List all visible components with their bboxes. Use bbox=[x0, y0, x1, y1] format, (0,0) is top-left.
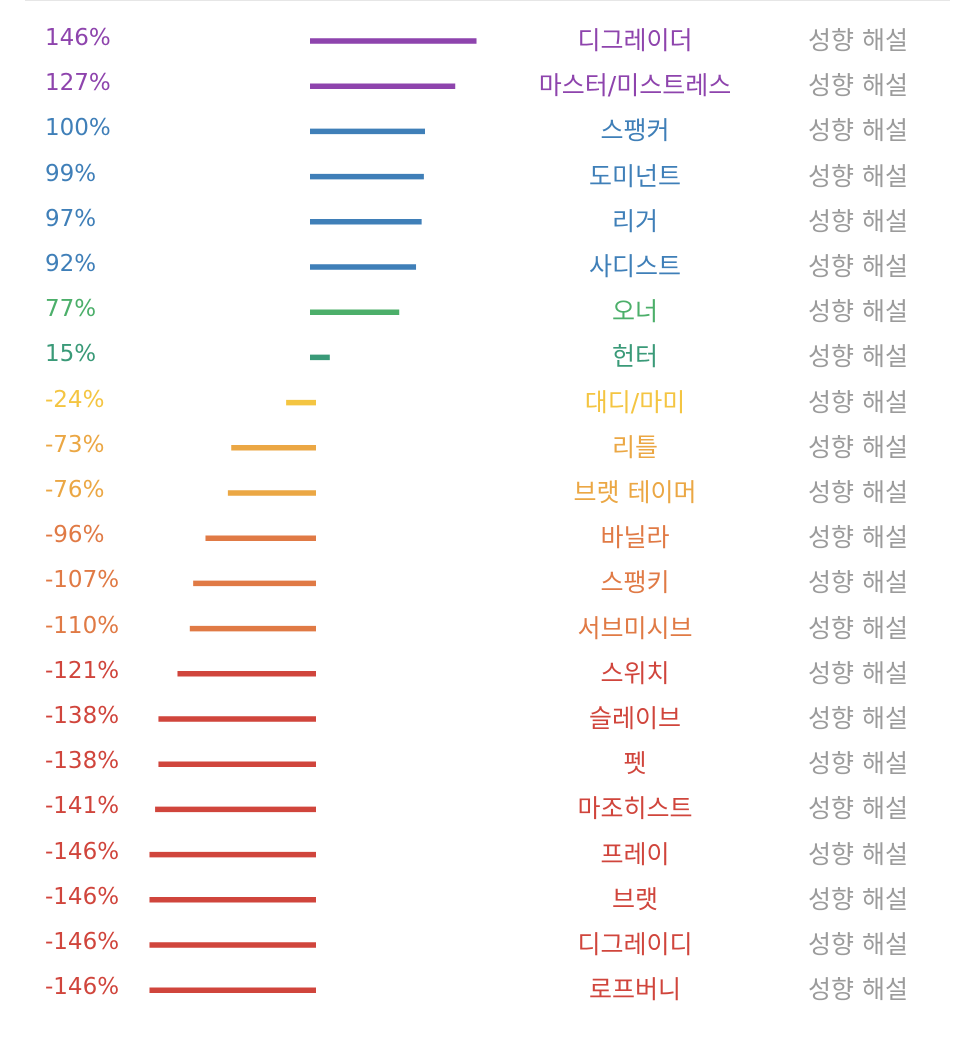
chart-row: -146% 디그레이디 성향 해설 bbox=[0, 927, 974, 972]
tendency-explanation-link[interactable]: 성향 해설 bbox=[808, 930, 908, 959]
tendency-explanation-link[interactable]: 성향 해설 bbox=[808, 839, 908, 869]
value-label: -146% bbox=[45, 929, 120, 955]
chart-row: 99% 도미넌트 성향 해설 bbox=[0, 159, 974, 204]
category-label: 바닐라 bbox=[600, 523, 670, 553]
value-label: -146% bbox=[45, 883, 120, 910]
tendency-explanation-link[interactable]: 성향 해설 bbox=[808, 613, 908, 643]
tendency-explanation-link[interactable]: 성향 해설 bbox=[808, 71, 908, 101]
category-label: 헌터 bbox=[611, 342, 658, 372]
tendency-explanation-link[interactable]: 성향 해설 bbox=[808, 297, 908, 327]
chart-row: 77% 오너 성향 해설 bbox=[0, 294, 974, 339]
value-label: 100% bbox=[45, 115, 111, 142]
category-label: 스팽키 bbox=[600, 568, 670, 598]
chart-row: -146% 프레이 성향 해설 bbox=[0, 837, 974, 882]
value-label: 77% bbox=[45, 296, 97, 323]
chart-row: -24% 대디/마미 성향 해설 bbox=[0, 385, 974, 430]
value-label: -96% bbox=[45, 522, 105, 549]
chart-row: -121% 스위치 성향 해설 bbox=[0, 656, 974, 701]
chart-row: -107% 스팽키 성향 해설 bbox=[0, 565, 974, 610]
chart-row: 97% 리거 성향 해설 bbox=[0, 204, 974, 249]
value-label: -138% bbox=[45, 748, 120, 775]
value-label: -24% bbox=[45, 386, 105, 413]
category-label: 마조히스트 bbox=[577, 794, 693, 824]
value-label: -121% bbox=[45, 657, 120, 684]
tendency-explanation-link[interactable]: 성향 해설 bbox=[808, 523, 908, 553]
category-label: 슬레이브 bbox=[588, 704, 681, 733]
chart-row: -96% 바닐라 성향 해설 bbox=[0, 520, 974, 565]
chart-row: 15% 헌터 성향 해설 bbox=[0, 339, 974, 384]
value-label: -138% bbox=[45, 703, 120, 729]
value-label: -76% bbox=[45, 477, 105, 503]
category-label: 사디스트 bbox=[588, 252, 681, 281]
value-label: -141% bbox=[45, 793, 120, 820]
value-label: 99% bbox=[45, 160, 97, 187]
category-label: 오너 bbox=[611, 297, 658, 327]
category-label: 스위치 bbox=[600, 658, 670, 688]
top-divider bbox=[25, 0, 950, 1]
category-label: 도미넌트 bbox=[588, 161, 681, 191]
category-label: 프레이 bbox=[600, 839, 670, 869]
tendency-explanation-link[interactable]: 성향 해설 bbox=[808, 252, 908, 281]
chart-row: -138% 펫 성향 해설 bbox=[0, 746, 974, 791]
tendency-explanation-link[interactable]: 성향 해설 bbox=[808, 26, 908, 55]
category-label: 디그레이디 bbox=[577, 930, 693, 959]
chart-row: 146% 디그레이더 성향 해설 bbox=[0, 23, 974, 68]
tendency-explanation-link[interactable]: 성향 해설 bbox=[808, 161, 908, 191]
chart-row: -141% 마조히스트 성향 해설 bbox=[0, 791, 974, 836]
tendency-explanation-link[interactable]: 성향 해설 bbox=[808, 975, 908, 1005]
tendency-explanation-link[interactable]: 성향 해설 bbox=[808, 568, 908, 598]
tendency-explanation-link[interactable]: 성향 해설 bbox=[808, 206, 908, 236]
category-label: 펫 bbox=[623, 749, 647, 779]
chart-row: -73% 리틀 성향 해설 bbox=[0, 430, 974, 475]
value-label: 92% bbox=[45, 251, 97, 277]
tendency-explanation-link[interactable]: 성향 해설 bbox=[808, 658, 908, 688]
value-label: 146% bbox=[45, 25, 111, 51]
value-label: -110% bbox=[45, 612, 120, 639]
tendency-explanation-link[interactable]: 성향 해설 bbox=[808, 704, 908, 733]
value-label: 127% bbox=[45, 70, 111, 97]
value-label: -146% bbox=[45, 974, 120, 1001]
category-label: 대디/마미 bbox=[584, 387, 686, 417]
tendency-explanation-link[interactable]: 성향 해설 bbox=[808, 342, 908, 372]
category-label: 리거 bbox=[611, 206, 658, 236]
category-label: 브랫 bbox=[611, 884, 658, 914]
chart-row: 127% 마스터/미스트레스 성향 해설 bbox=[0, 68, 974, 113]
value-label: -73% bbox=[45, 431, 105, 458]
category-label: 스팽커 bbox=[600, 116, 670, 146]
value-label: 97% bbox=[45, 205, 97, 232]
tendency-explanation-link[interactable]: 성향 해설 bbox=[808, 749, 908, 779]
tendency-explanation-link[interactable]: 성향 해설 bbox=[808, 116, 908, 146]
tendency-explanation-link[interactable]: 성향 해설 bbox=[808, 432, 908, 462]
value-label: -107% bbox=[45, 567, 120, 594]
chart-row: -146% 브랫 성향 해설 bbox=[0, 882, 974, 927]
category-label: 서브미시브 bbox=[577, 613, 693, 643]
category-label: 브랫 테이머 bbox=[573, 478, 697, 507]
tendency-explanation-link[interactable]: 성향 해설 bbox=[808, 884, 908, 914]
category-label: 로프버니 bbox=[588, 975, 681, 1005]
chart-row: -146% 로프버니 성향 해설 bbox=[0, 972, 974, 1017]
tendency-explanation-link[interactable]: 성향 해설 bbox=[808, 794, 908, 824]
value-label: 15% bbox=[45, 341, 97, 368]
value-label: -146% bbox=[45, 838, 120, 865]
chart-row: -138% 슬레이브 성향 해설 bbox=[0, 701, 974, 746]
tendency-explanation-link[interactable]: 성향 해설 bbox=[808, 387, 908, 417]
category-label: 마스터/미스트레스 bbox=[538, 71, 732, 101]
category-label: 리틀 bbox=[611, 432, 658, 462]
chart-row: 100% 스팽커 성향 해설 bbox=[0, 113, 974, 158]
chart-row: -76% 브랫 테이머 성향 해설 bbox=[0, 475, 974, 520]
tendency-explanation-link[interactable]: 성향 해설 bbox=[808, 478, 908, 507]
chart-row: -110% 서브미시브 성향 해설 bbox=[0, 611, 974, 656]
chart-row: 92% 사디스트 성향 해설 bbox=[0, 249, 974, 294]
category-label: 디그레이더 bbox=[577, 26, 693, 55]
